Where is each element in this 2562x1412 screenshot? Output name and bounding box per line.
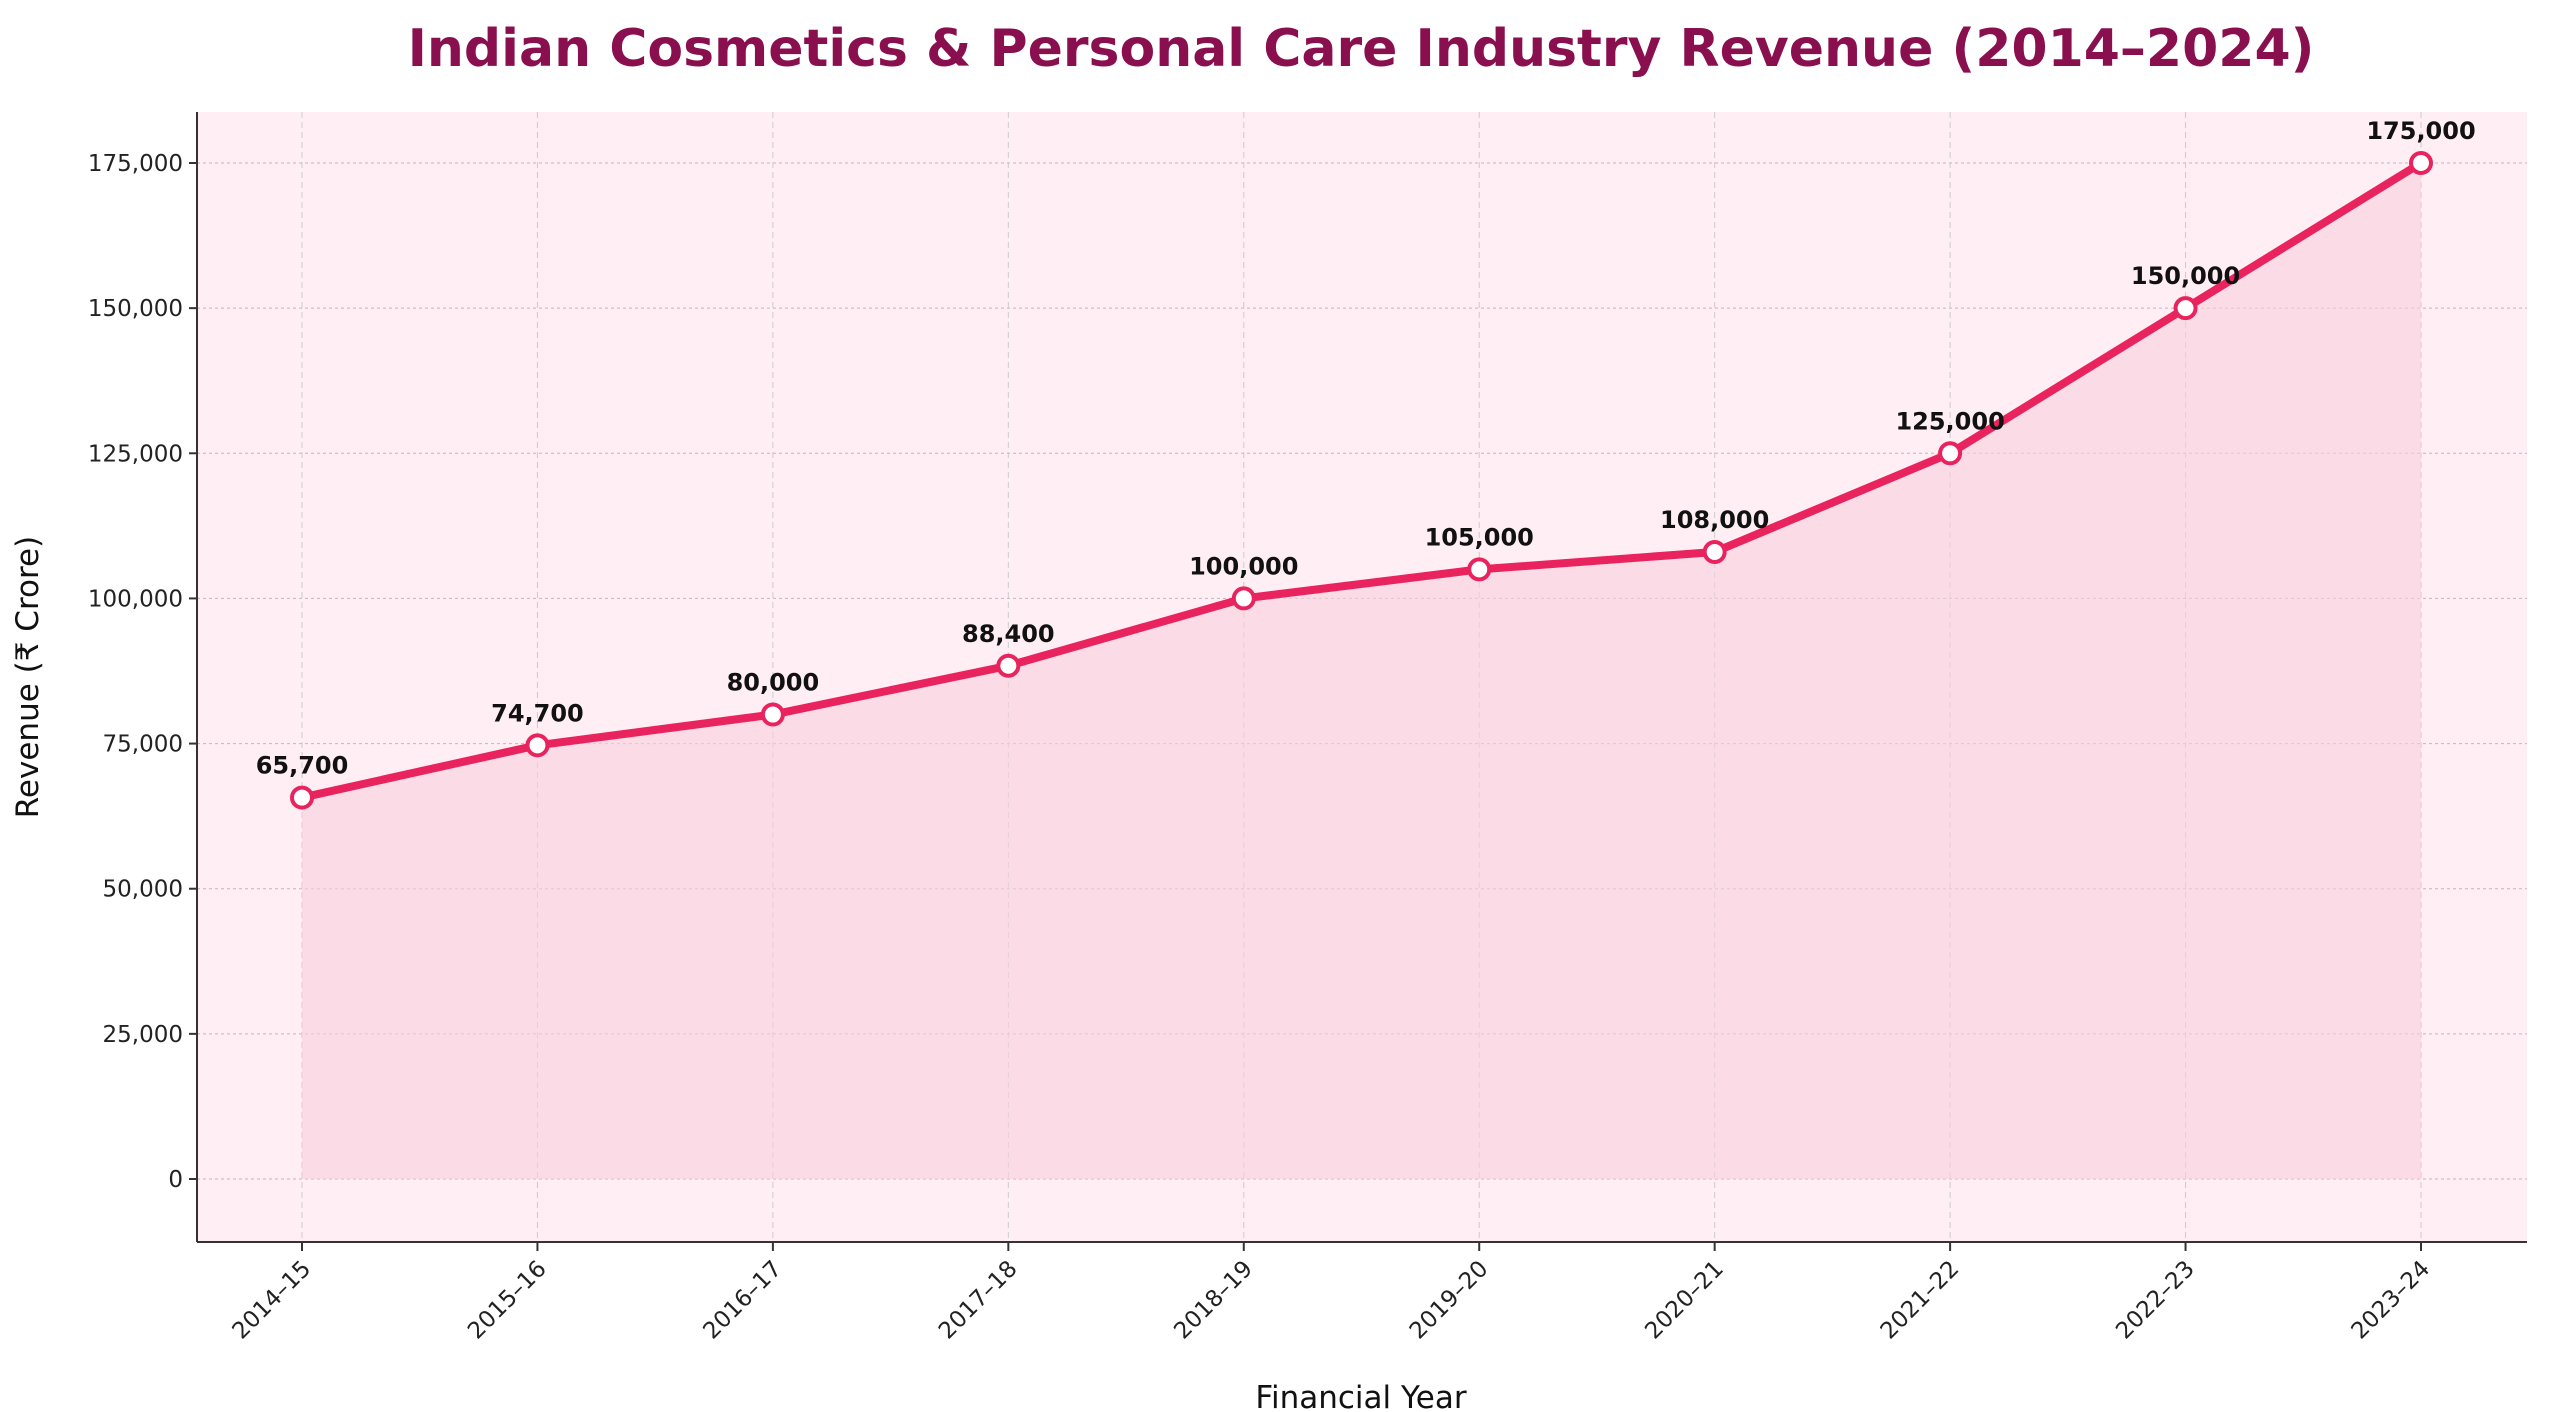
- data-label: 150,000: [2131, 262, 2240, 290]
- data-label: 65,700: [256, 752, 349, 780]
- data-label: 108,000: [1660, 506, 1769, 534]
- y-tick-label: 25,000: [103, 1022, 183, 1048]
- y-tick-label: 175,000: [88, 151, 183, 177]
- x-tick-label: 2017–18: [934, 1256, 1023, 1345]
- data-point: [2409, 151, 2433, 175]
- data-label: 175,000: [2366, 117, 2475, 145]
- data-point: [1938, 441, 1963, 466]
- data-label: 125,000: [1895, 407, 2004, 435]
- data-point: [525, 733, 550, 758]
- data-point: [1702, 539, 1727, 564]
- data-label: 88,400: [962, 620, 1055, 648]
- x-tick-label: 2019–20: [1405, 1256, 1494, 1345]
- x-tick-label: 2023–24: [2347, 1256, 2436, 1345]
- data-point: [2173, 296, 2198, 321]
- data-point: [1467, 557, 1492, 582]
- x-tick-label: 2016–17: [699, 1256, 788, 1345]
- y-tick-label: 75,000: [103, 732, 183, 758]
- data-label: 105,000: [1425, 523, 1534, 551]
- data-label: 74,700: [491, 699, 584, 727]
- data-point: [760, 702, 785, 727]
- x-axis-label: Financial Year: [1255, 1380, 1466, 1412]
- x-tick-label: 2015–16: [463, 1256, 552, 1345]
- x-tick-label: 2014–15: [228, 1256, 317, 1345]
- y-axis-label: Revenue (₹ Crore): [10, 536, 46, 818]
- data-label: 80,000: [727, 669, 820, 697]
- y-tick-label: 150,000: [88, 296, 183, 322]
- x-tick-label: 2022–23: [2111, 1256, 2200, 1345]
- data-point: [996, 653, 1021, 678]
- data-point: [1231, 586, 1256, 611]
- x-tick-label: 2020–21: [1640, 1256, 1729, 1345]
- area-fill: [302, 163, 2421, 1179]
- data-point: [290, 785, 314, 810]
- x-tick-label: 2021–22: [1876, 1256, 1965, 1345]
- y-tick-label: 100,000: [88, 586, 183, 612]
- revenue-line: [301, 159, 2424, 802]
- y-tick-label: 50,000: [103, 877, 183, 903]
- y-tick-label: 0: [168, 1167, 183, 1193]
- chart-title: Indian Cosmetics & Personal Care Industr…: [408, 19, 2315, 79]
- y-tick-label: 125,000: [88, 441, 183, 467]
- data-label: 100,000: [1189, 552, 1298, 580]
- x-tick-label: 2018–19: [1169, 1256, 1258, 1345]
